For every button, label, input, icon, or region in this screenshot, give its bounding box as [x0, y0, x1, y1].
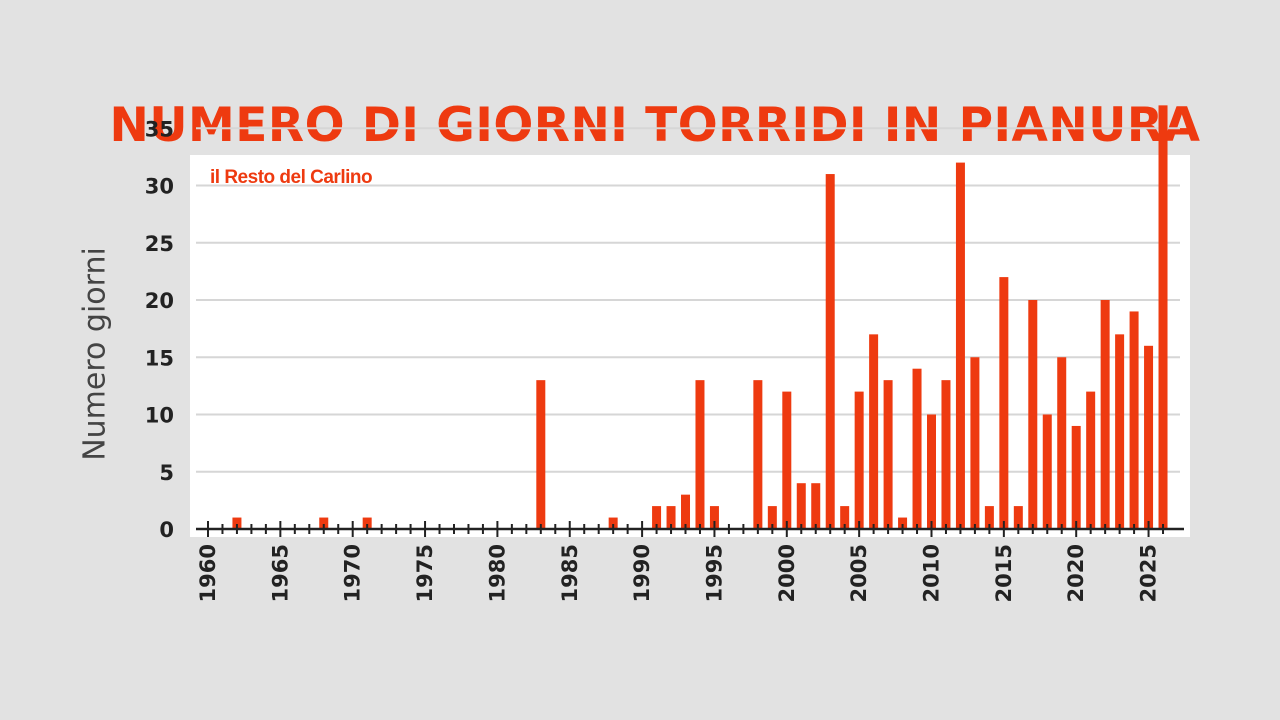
bar — [767, 506, 777, 529]
y-tick-label: 10 — [145, 404, 174, 428]
x-tick-label: 2025 — [1137, 544, 1161, 602]
y-tick-label: 15 — [145, 346, 174, 370]
bar — [869, 334, 879, 529]
bar — [319, 517, 329, 529]
bar — [796, 483, 806, 529]
grid-lines — [196, 127, 1180, 473]
logo: il Resto del Carlino — [210, 167, 373, 188]
y-tick-label: 5 — [159, 461, 174, 485]
y-tick-label: 0 — [159, 518, 174, 542]
chart-title: NUMERO DI GIORNI TORRIDI IN PIANURA — [109, 98, 1201, 153]
x-tick-label: 1960 — [196, 544, 220, 602]
svg-text:il Resto del Carlino: il Resto del Carlino — [210, 167, 372, 188]
bar — [1071, 425, 1081, 529]
x-tick-label: 1980 — [485, 544, 509, 602]
bar — [608, 517, 618, 529]
bar — [1144, 345, 1154, 529]
bar — [1100, 300, 1110, 529]
bar — [1013, 506, 1023, 529]
bar — [840, 506, 850, 529]
y-tick-labels: 0 5 10 15 20 25 30 35 — [145, 117, 174, 542]
bar — [970, 357, 980, 529]
y-tick-label: 20 — [145, 289, 174, 313]
bars — [232, 105, 1168, 530]
bar — [883, 380, 893, 529]
bar — [999, 277, 1009, 529]
bar — [1129, 311, 1139, 529]
bar — [912, 368, 922, 529]
bar — [811, 483, 821, 529]
bar — [1115, 334, 1125, 529]
y-tick-label: 30 — [145, 175, 174, 199]
bar — [753, 380, 763, 529]
y-tick-label: 35 — [145, 117, 174, 141]
bar — [941, 380, 951, 529]
bar — [955, 162, 965, 529]
bar — [536, 380, 546, 529]
bar — [1158, 105, 1168, 529]
x-tick-label: 1990 — [630, 544, 654, 602]
bar — [652, 506, 662, 529]
bar — [709, 506, 719, 529]
bar — [695, 380, 705, 529]
bar — [1086, 391, 1096, 529]
x-tick-labels: 1960 1965 1970 1975 1980 1985 1990 1995 2000 2005… — [196, 544, 1161, 602]
x-tick-label: 1970 — [341, 544, 365, 602]
x-tick-label: 2005 — [847, 544, 871, 602]
y-tick-label: 25 — [145, 232, 174, 256]
bar — [854, 391, 864, 529]
x-axis — [196, 521, 1184, 537]
logo-text: il Resto del Carlino — [210, 167, 372, 188]
x-tick-label: 1965 — [268, 544, 292, 602]
x-tick-label: 1975 — [413, 544, 437, 602]
plot-background — [190, 155, 1190, 537]
x-tick-label: 2000 — [775, 544, 799, 602]
bar — [1042, 414, 1052, 529]
bar — [984, 506, 994, 529]
bar — [232, 517, 242, 529]
bar — [927, 414, 936, 529]
bar — [1028, 300, 1038, 529]
x-tick-label: 2010 — [920, 544, 944, 602]
bar — [782, 391, 792, 529]
bar — [681, 494, 691, 529]
bar — [362, 517, 372, 529]
bar — [1057, 357, 1067, 529]
x-tick-label: 1985 — [558, 544, 582, 602]
bar — [666, 506, 676, 529]
bar — [898, 517, 908, 529]
x-tick-label: 2015 — [992, 544, 1016, 602]
bar — [825, 174, 835, 530]
x-tick-label: 2020 — [1064, 544, 1088, 602]
x-tick-label: 1995 — [702, 544, 726, 602]
